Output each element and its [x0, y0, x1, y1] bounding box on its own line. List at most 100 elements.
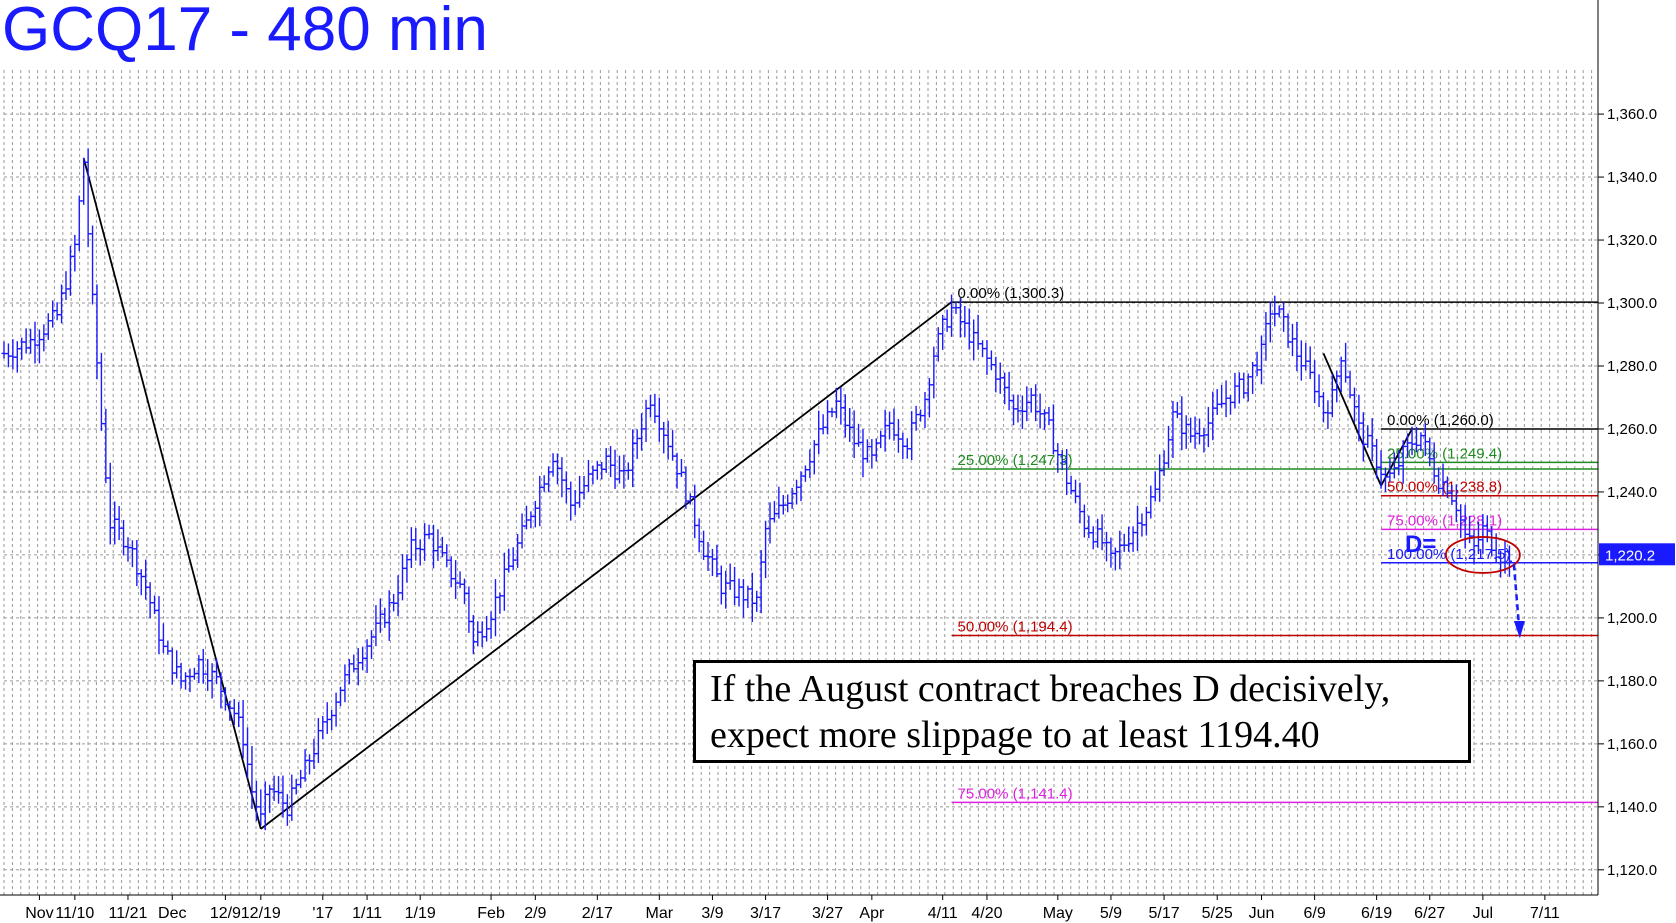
ohlc-bar [953, 301, 959, 314]
x-tick-label: 3/27 [812, 905, 843, 922]
ohlc-bar [1223, 380, 1229, 418]
x-tick-label: 6/19 [1361, 905, 1392, 922]
ohlc-bar [1258, 335, 1264, 385]
ohlc-bar [537, 475, 543, 527]
ohlc-bar [302, 749, 308, 782]
ohlc-bar [209, 663, 215, 699]
ohlc-bar [931, 346, 937, 399]
ohlc-bar [922, 391, 928, 429]
ohlc-bar [395, 575, 401, 617]
ohlc-bar [267, 784, 273, 813]
ohlc-bar [324, 702, 330, 734]
y-tick-label: 1,360.0 [1607, 106, 1657, 123]
ohlc-bar [554, 453, 560, 485]
d-label: D= [1405, 531, 1437, 558]
x-tick-label: 5/17 [1149, 905, 1180, 922]
ohlc-bar [816, 410, 822, 455]
ohlc-bar [14, 341, 20, 373]
ohlc-bar [1152, 471, 1158, 502]
ohlc-bar [652, 393, 658, 424]
ohlc-bar [435, 529, 441, 561]
ohlc-bar [732, 566, 738, 606]
ohlc-bar [674, 452, 680, 489]
ohlc-bar [944, 309, 950, 332]
ohlc-bar [98, 352, 104, 431]
ohlc-bar [466, 586, 472, 633]
annotation-box: If the August contract breaches D decisi… [693, 660, 1471, 763]
x-tick-label: 5/25 [1202, 905, 1233, 922]
ohlc-bar [360, 646, 366, 671]
fib-level-label: 25.00% (1,247.3) [958, 452, 1073, 469]
y-axis: 1,120.0 1,140.0 1,160.0 1,180.0 1,200.0 1,220… [1597, 0, 1675, 895]
ohlc-bar [966, 308, 972, 350]
y-tick-label: 1,300.0 [1607, 295, 1657, 312]
ohlc-bar [1197, 418, 1202, 445]
ohlc-bar [187, 668, 193, 693]
x-tick-label: 5/9 [1100, 905, 1122, 922]
ohlc-bar [156, 596, 162, 655]
ohlc-bar [400, 554, 405, 601]
ohlc-bar [1232, 372, 1238, 409]
ohlc-bar [351, 654, 357, 673]
ohlc-bar [727, 563, 733, 590]
ohlc-bar [1316, 374, 1322, 408]
projection-arrow-line [1512, 564, 1521, 625]
ohlc-bar [763, 520, 769, 578]
ohlc-bar [997, 362, 1003, 394]
ohlc-bar [1135, 505, 1141, 551]
ohlc-bar [1351, 387, 1357, 423]
ohlc-bar [1024, 386, 1030, 422]
ohlc-bar [426, 524, 432, 540]
ohlc-bar [869, 439, 875, 469]
chart-grid [3, 70, 1598, 895]
ohlc-bar [315, 718, 321, 764]
x-tick-label: 7/11 [1530, 905, 1560, 922]
ohlc-bar [240, 699, 246, 759]
ohlc-bar [107, 462, 113, 545]
ohlc-bar [909, 411, 915, 461]
x-tick-label: Mar [646, 905, 674, 922]
ohlc-bar [590, 465, 596, 485]
ohlc-bar [116, 506, 122, 541]
ohlc-bar [1289, 323, 1295, 357]
ohlc-bar [847, 407, 853, 442]
ohlc-bar [1356, 394, 1362, 442]
ohlc-bar [980, 340, 986, 358]
ohlc-bar [740, 579, 746, 618]
ohlc-bar [191, 667, 197, 680]
ohlc-bar [63, 271, 69, 301]
ohlc-bar [1046, 406, 1052, 426]
x-tick-label: 4/20 [971, 905, 1002, 922]
x-tick-label: 6/9 [1303, 905, 1325, 922]
ohlc-bar [838, 386, 844, 425]
ohlc-bar [625, 462, 631, 480]
ohlc-bar [183, 672, 189, 690]
ohlc-bar [1245, 373, 1251, 402]
ohlc-bar [616, 455, 622, 484]
ohlc-bar [262, 781, 268, 831]
ohlc-bar [1161, 450, 1167, 476]
ohlc-bar [900, 432, 906, 460]
x-tick-label: May [1043, 905, 1073, 922]
ohlc-bar [887, 411, 893, 440]
ohlc-bar [1205, 407, 1211, 448]
y-tick-label: 1,320.0 [1607, 232, 1657, 249]
x-tick-label: 3/17 [750, 905, 781, 922]
ohlc-bar [975, 314, 981, 350]
x-tick-label: Feb [477, 905, 505, 922]
ohlc-bar [634, 429, 640, 459]
ohlc-bar [329, 709, 335, 731]
ohlc-bar [878, 430, 884, 449]
ohlc-bar [1015, 394, 1021, 423]
y-tick-label: 1,120.0 [1607, 862, 1657, 879]
ohlc-bar [484, 615, 490, 642]
last-price-label: 1,220.2 [1605, 547, 1655, 564]
ohlc-bar [377, 598, 383, 633]
ohlc-bar [160, 623, 166, 654]
ohlc-bar [1325, 400, 1331, 429]
ohlc-bar [1285, 313, 1291, 348]
fib-level-label: 75.00% (1,141.4) [958, 785, 1073, 802]
ohlc-bar [1214, 389, 1220, 415]
x-tick-label: 11/10 [55, 905, 94, 922]
